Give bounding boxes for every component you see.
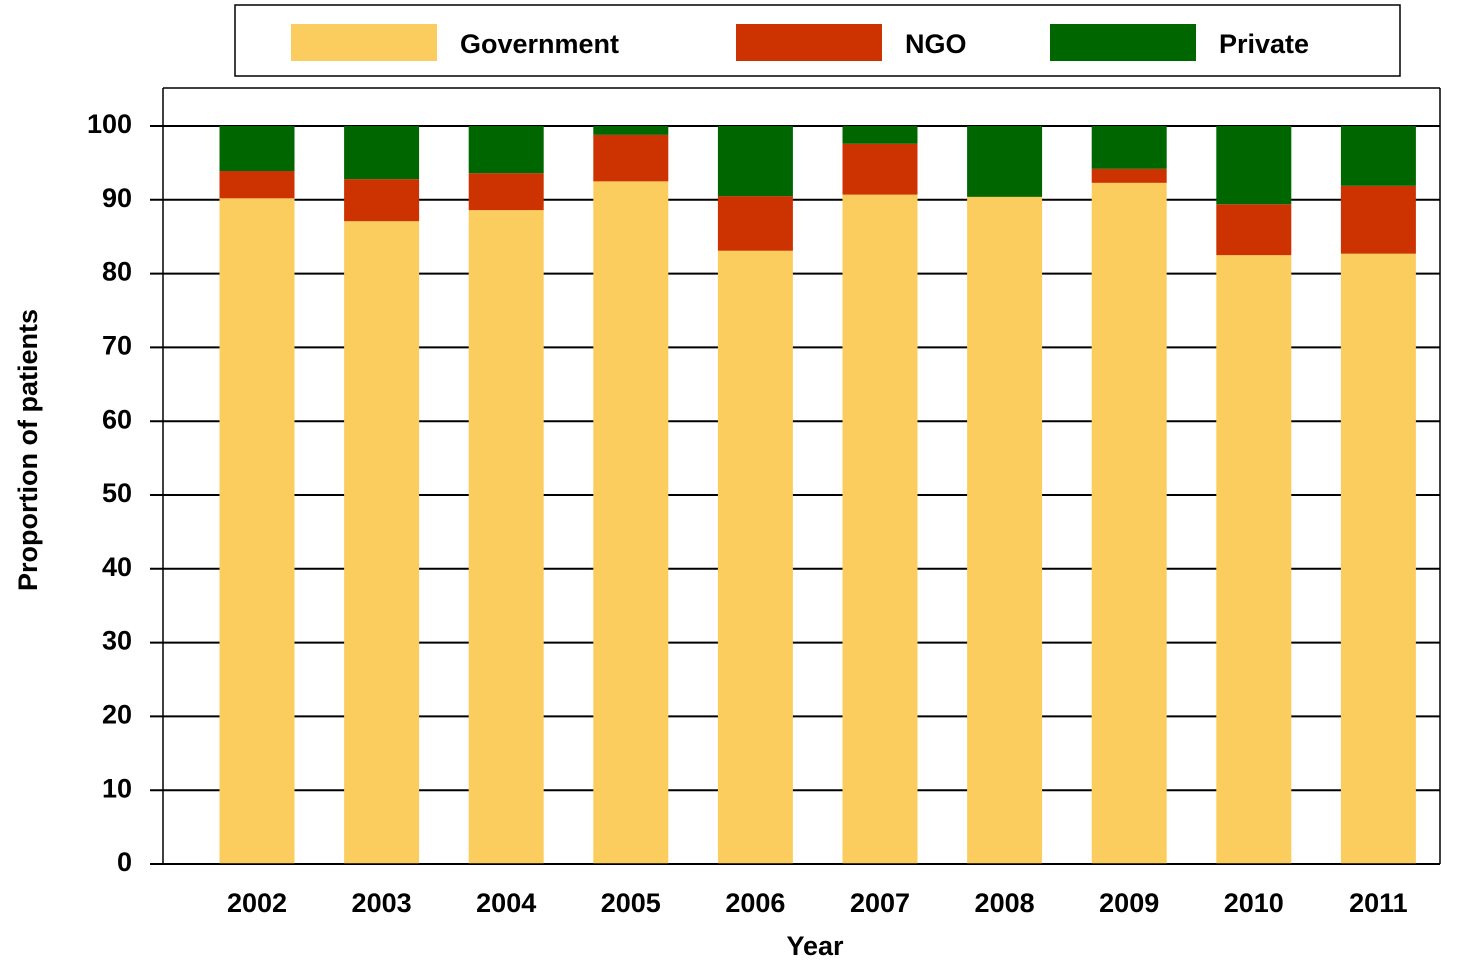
bar-segment — [1340, 185, 1416, 254]
bar-segment — [717, 250, 793, 865]
x-tick-label: 2011 — [1349, 888, 1408, 918]
legend-label: Private — [1219, 29, 1309, 59]
bar-segment — [219, 171, 295, 199]
legend-box — [234, 4, 1401, 77]
bar-segment — [344, 179, 420, 222]
bar-segment — [1091, 126, 1167, 169]
legend-swatch — [291, 24, 437, 61]
bar-segment — [1091, 168, 1167, 183]
y-tick-label: 60 — [102, 404, 132, 434]
bar-segment — [717, 126, 793, 197]
bar-segment — [1216, 255, 1292, 864]
bar-segment — [344, 221, 420, 864]
bar-segment — [468, 126, 544, 174]
x-tick-label: 2002 — [227, 888, 287, 918]
y-tick-label: 100 — [87, 109, 132, 139]
y-tick-label: 70 — [102, 331, 132, 361]
y-tick-label: 0 — [117, 847, 132, 877]
bar-segment — [1340, 126, 1416, 186]
x-tick-label: 2010 — [1224, 888, 1284, 918]
x-tick-label: 2009 — [1099, 888, 1159, 918]
bar-segment — [842, 143, 918, 195]
x-tick-label: 2005 — [601, 888, 661, 918]
bar-segment — [842, 126, 918, 144]
x-tick-label: 2006 — [725, 888, 785, 918]
bar-segment — [219, 126, 295, 172]
bar-segment — [1091, 182, 1167, 865]
bar-segment — [468, 210, 544, 864]
x-tick-label: 2008 — [975, 888, 1035, 918]
y-tick-label: 10 — [102, 773, 132, 803]
legend-swatch — [736, 24, 882, 61]
bar-segment — [1340, 253, 1416, 864]
y-tick-label: 40 — [102, 552, 132, 582]
x-tick-label: 2003 — [352, 888, 412, 918]
y-tick-label: 20 — [102, 700, 132, 730]
legend-label: NGO — [905, 29, 967, 59]
bar-segment — [219, 198, 295, 865]
bar-segment — [593, 181, 669, 865]
y-tick-label: 50 — [102, 478, 132, 508]
y-tick-label: 80 — [102, 257, 132, 287]
legend-swatch — [1050, 24, 1196, 61]
y-tick-label: 90 — [102, 183, 132, 213]
bar-segment — [842, 194, 918, 864]
bar-segment — [967, 126, 1043, 197]
bar-segment — [344, 126, 420, 180]
bar-segment — [593, 134, 669, 182]
bar-segment — [717, 196, 793, 251]
x-axis-title: Year — [786, 931, 844, 961]
bar-segment — [1216, 126, 1292, 205]
bar-segment — [468, 173, 544, 211]
legend-label: Government — [460, 29, 619, 59]
y-tick-label: 30 — [102, 626, 132, 656]
bar-segment — [593, 126, 669, 135]
bar-segment — [967, 196, 1043, 864]
x-tick-label: 2007 — [850, 888, 910, 918]
bar-segment — [1216, 204, 1292, 256]
y-axis-title: Proportion of patients — [13, 309, 43, 591]
x-tick-label: 2004 — [476, 888, 536, 918]
